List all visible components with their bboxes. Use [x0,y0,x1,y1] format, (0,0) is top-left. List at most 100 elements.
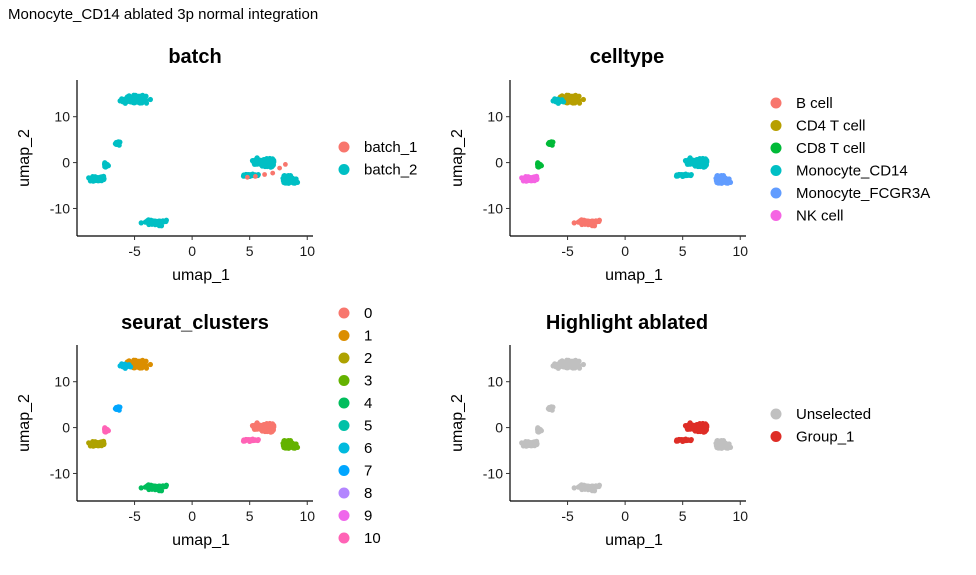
figure-title: Monocyte_CD14 ablated 3p normal integrat… [8,6,319,23]
legend-key [338,442,350,454]
x-tick-label: 10 [732,508,748,524]
data-point [247,437,254,443]
data-point [136,96,142,102]
legend-label: 8 [364,485,372,502]
legend-key [338,465,350,476]
panel-title: Highlight ablated [546,312,708,334]
data-point [590,483,596,489]
legend-key [338,487,350,499]
legend-label: 1 [364,328,372,345]
legend-key [770,431,782,442]
points-layer [519,357,734,494]
data-point [675,173,681,179]
legend-label: 7 [364,463,372,480]
data-point [270,170,276,176]
y-axis-label: umap_2 [449,394,466,452]
legend-label: Monocyte_CD14 [796,163,908,180]
legend-key [338,397,350,409]
legend: batch_1 batch_2 [338,139,417,179]
data-point [292,445,298,451]
data-point [157,483,163,489]
data-point [138,220,144,226]
data-point [126,363,133,369]
x-tick-label: 0 [188,508,196,524]
y-tick-label: 0 [495,420,503,436]
data-point [126,358,132,364]
data-point [163,217,169,223]
data-point [157,218,163,224]
x-axis-label: umap_1 [172,532,230,549]
legend-key [770,120,782,131]
legend-label: Group_1 [796,429,854,446]
legend-label: 3 [364,373,372,390]
legend: 0 1 2 3 4 5 6 7 8 9 10 [338,305,381,547]
data-point [105,163,111,169]
data-point [126,93,132,99]
data-point [144,218,150,224]
data-point [675,438,681,444]
data-point [245,174,250,180]
legend-label: 2 [364,350,372,367]
y-tick-label: -10 [50,200,70,216]
data-point [691,423,697,429]
panel-title: celltype [590,46,664,68]
data-point [590,218,596,224]
y-tick-label: -10 [483,465,503,481]
y-axis-label: umap_2 [16,129,33,187]
data-point [580,361,587,368]
legend-label: 0 [364,305,372,322]
panel-0: batch -5 0 5 10 10 0 -10 umap_1 umap_2 batch_1batc… [16,46,417,284]
data-point [571,485,577,491]
x-tick-label: -5 [561,243,574,259]
x-tick-label: -5 [128,243,141,259]
data-point [105,428,111,434]
legend-key [338,307,350,319]
x-tick-label: 5 [246,508,254,524]
data-point [163,482,169,488]
legend-label: CD8 T cell [796,140,865,157]
y-tick-label: 10 [54,374,70,390]
data-point [262,172,267,177]
legend-key [770,97,782,109]
data-point [554,362,560,368]
data-point [266,163,272,169]
panel-3: Highlight ablated -5 0 5 10 10 0 -10 umap_1 umap_… [449,312,871,549]
legend: B cell CD4 T cell CD8 T cell Monocyte_CD14 M… [770,95,930,225]
data-point [559,363,566,369]
data-point [559,358,565,364]
data-point [242,438,248,444]
y-tick-label: 0 [62,155,70,171]
data-point [277,165,282,171]
data-point [147,96,153,103]
points-layer [519,92,734,229]
legend-key [338,510,350,521]
legend-label: B cell [796,95,833,112]
y-tick-label: 0 [62,420,70,436]
data-point [682,423,689,429]
legend-label: Unselected [796,406,871,423]
data-point [96,175,102,181]
legend-key [770,142,782,154]
legend-label: batch_2 [364,162,417,179]
data-point [699,163,705,169]
legend-key [338,164,350,175]
data-point [682,158,689,164]
data-point [714,179,720,186]
data-point [725,180,731,186]
data-point [699,428,705,434]
data-point [548,139,555,145]
data-point [554,97,560,103]
y-tick-label: -10 [483,200,503,216]
legend-label: 5 [364,418,372,435]
x-tick-label: 10 [299,508,315,524]
data-point [580,96,587,103]
x-tick-label: 5 [679,243,687,259]
legend-label: 4 [364,395,372,412]
data-point [596,217,603,223]
data-point [283,162,288,167]
data-point [266,428,272,434]
data-point [571,220,577,226]
x-axis-label: umap_1 [605,532,663,549]
x-tick-label: -5 [128,508,141,524]
